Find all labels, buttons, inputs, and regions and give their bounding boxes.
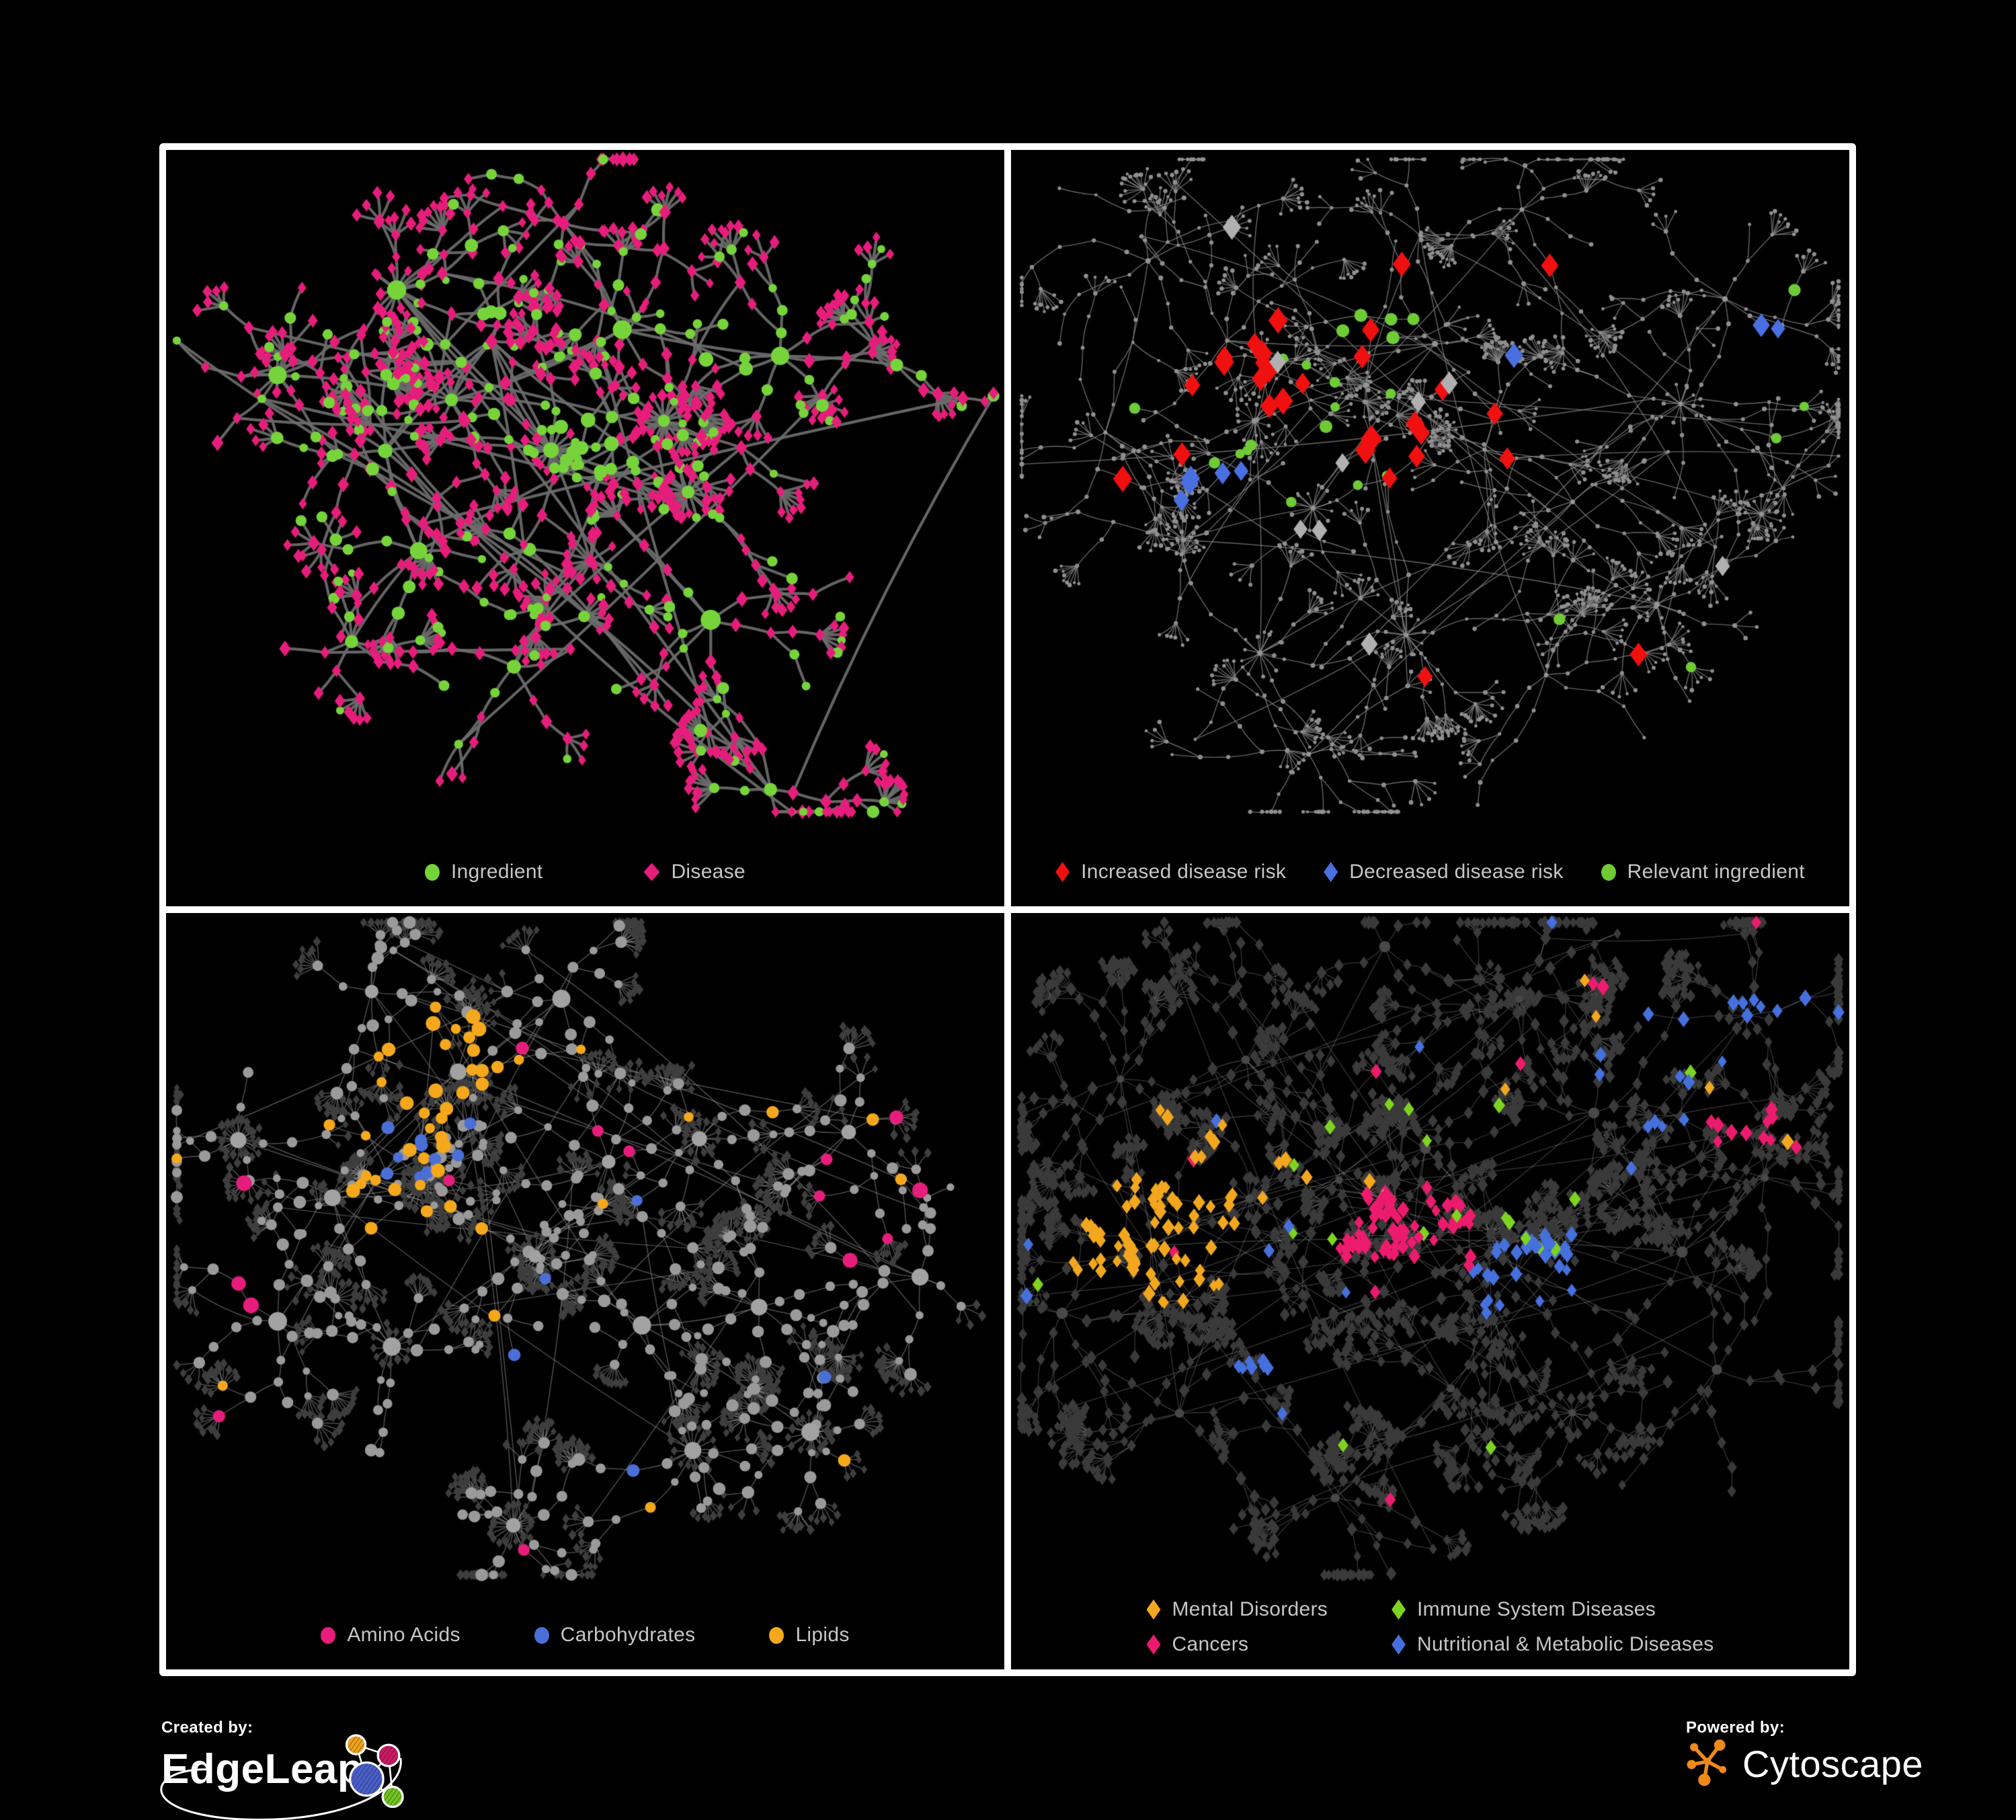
- legend-label: Relevant ingredient: [1627, 861, 1805, 883]
- edgeleap-logo: EdgeLeap: [160, 1734, 484, 1820]
- disease-marker-icon: [643, 863, 660, 881]
- legend-label: Increased disease risk: [1081, 861, 1287, 883]
- decreased-risk-marker-icon: [1324, 862, 1338, 882]
- legend-label: Nutritional & Metabolic Diseases: [1417, 1633, 1714, 1655]
- legend-label: Carbohydrates: [560, 1624, 696, 1646]
- macronutrient-network-graph: [166, 913, 1004, 1669]
- legend-item-nutritional-metabolic-diseases: Nutritional & Metabolic Diseases: [1392, 1633, 1713, 1656]
- legend-item-mental-disorders: Mental Disorders: [1146, 1598, 1328, 1621]
- legend-item-carbohydrates: Carbohydrates: [534, 1624, 696, 1647]
- nutritional-metabolic-marker-icon: [1392, 1634, 1406, 1655]
- powered-by-block: Powered by: Cytosc: [1686, 1718, 1968, 1813]
- edgeleap-logo-text: EdgeLeap: [161, 1746, 364, 1792]
- legend-label: Amino Acids: [347, 1624, 460, 1646]
- legend-label: Cancers: [1172, 1633, 1249, 1655]
- disease-category-network-graph: [1011, 913, 1849, 1669]
- legend-label: Disease: [671, 861, 745, 883]
- amino-acids-marker-icon: [321, 1626, 336, 1644]
- relevant-ingredient-marker-icon: [1601, 863, 1616, 881]
- created-by-block: Created by: EdgeLeap: [160, 1718, 484, 1820]
- legend-item-increased-risk: Increased disease risk: [1055, 861, 1286, 883]
- legend-ingredient-disease: Ingredient Disease: [166, 861, 1004, 883]
- legend-label: Mental Disorders: [1172, 1598, 1328, 1620]
- legend-disease-categories: Mental Disorders Immune System Diseases …: [1146, 1598, 1714, 1656]
- created-by-label: Created by:: [161, 1718, 253, 1737]
- legend-label: Ingredient: [451, 861, 543, 883]
- legend-label: Immune System Diseases: [1417, 1598, 1656, 1620]
- legend-item-amino-acids: Amino Acids: [321, 1624, 460, 1647]
- legend-label: Decreased disease risk: [1349, 861, 1564, 883]
- increased-risk-marker-icon: [1055, 862, 1070, 882]
- cancers-marker-icon: [1146, 1634, 1161, 1655]
- cytoscape-logo-text: Cytoscape: [1742, 1742, 1924, 1785]
- legend-item-immune-system-diseases: Immune System Diseases: [1392, 1598, 1656, 1621]
- legend-disease-risk: Increased disease risk Decreased disease…: [1011, 861, 1849, 883]
- mental-disorders-marker-icon: [1146, 1599, 1161, 1620]
- ingredient-marker-icon: [425, 863, 440, 881]
- legend-item-cancers: Cancers: [1146, 1633, 1249, 1656]
- panel-macronutrients: Amino Acids Carbohydrates Lipids: [166, 913, 1004, 1669]
- legend-item-disease: Disease: [643, 861, 745, 883]
- lipids-marker-icon: [769, 1626, 784, 1644]
- legend-item-decreased-risk: Decreased disease risk: [1324, 861, 1563, 883]
- carbohydrates-marker-icon: [534, 1626, 549, 1644]
- legend-item-lipids: Lipids: [769, 1624, 849, 1647]
- cytoscape-logo: Cytoscape: [1686, 1739, 1968, 1788]
- panel-ingredient-disease: Ingredient Disease: [166, 150, 1004, 906]
- ingredient-disease-network-graph: [166, 150, 1004, 906]
- network-panels-grid: Ingredient Disease Increased disease ris…: [159, 143, 1856, 1676]
- cytoscape-network-icon: [1687, 1739, 1727, 1786]
- edgeleap-network-icon: [345, 1734, 404, 1809]
- panel-disease-categories: Mental Disorders Immune System Diseases …: [1011, 913, 1849, 1669]
- immune-system-diseases-marker-icon: [1392, 1599, 1406, 1620]
- legend-item-relevant-ingredient: Relevant ingredient: [1601, 861, 1805, 883]
- powered-by-label: Powered by:: [1686, 1718, 1785, 1737]
- panel-disease-risk: Increased disease risk Decreased disease…: [1011, 150, 1849, 906]
- legend-macronutrients: Amino Acids Carbohydrates Lipids: [166, 1624, 1004, 1647]
- disease-risk-network-graph: [1011, 150, 1849, 906]
- legend-item-ingredient: Ingredient: [425, 861, 542, 883]
- legend-label: Lipids: [795, 1624, 850, 1646]
